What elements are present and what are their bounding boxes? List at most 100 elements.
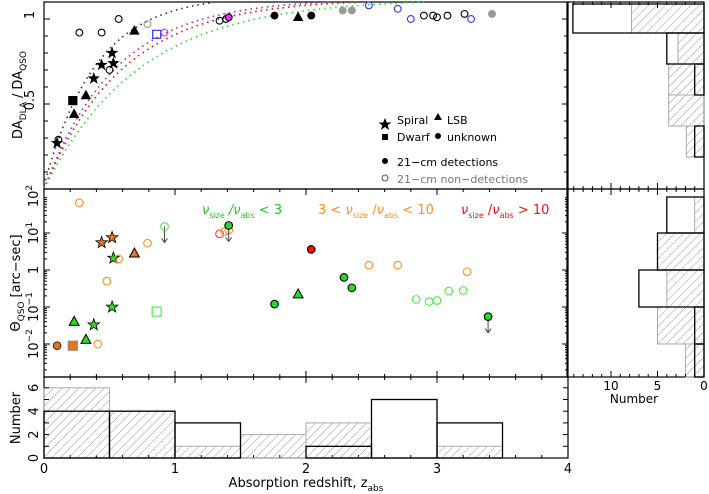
star-marker (87, 71, 101, 84)
middle-y-ticks (44, 197, 568, 371)
x-tick-label: 0 (40, 462, 48, 477)
triangle-marker (80, 89, 92, 100)
hatched-bar (174, 445, 241, 459)
bottom-panel (43, 376, 569, 459)
curve-green (43, 1, 424, 190)
middle-y-tick-label: 10−2 (25, 329, 42, 359)
legend-dwarf: Dwarf (397, 131, 431, 144)
star-marker (95, 58, 108, 71)
circle-marker (215, 16, 224, 25)
circle-marker (97, 28, 106, 37)
svg-text:DADLA/DAQSO: DADLA/DAQSO (11, 51, 29, 139)
middle-y-axis-label: ΘQSO[arc−sec] (9, 234, 27, 331)
circle-marker (75, 28, 84, 37)
hatched-bar (43, 387, 110, 459)
x-tick-label: 3 (433, 462, 441, 477)
circle-marker (74, 198, 84, 208)
open-bar (694, 343, 705, 378)
middle-y-tick-label: 1 (27, 266, 42, 274)
triangle-marker (80, 333, 92, 344)
legend-star-icon (378, 118, 392, 130)
circle-marker (393, 4, 402, 13)
hatched-bar (436, 445, 503, 459)
hatched-bar (694, 196, 705, 234)
circle-marker (347, 283, 357, 293)
triangle-marker (292, 287, 304, 299)
circle-marker (215, 229, 224, 239)
circle-marker (114, 15, 123, 23)
svg-text:3 < νsize /νabs < 10: 3 < νsize /νabs < 10 (318, 203, 434, 220)
right-top-histogram (566, 1, 705, 190)
square-marker (151, 306, 162, 317)
arrow-head-icon (225, 237, 233, 243)
circle-marker (306, 245, 316, 254)
circle-marker (93, 339, 103, 349)
x-tick-label: 2 (302, 462, 310, 477)
circle-marker (458, 286, 468, 295)
circle-marker (432, 296, 442, 305)
circle-marker (411, 295, 421, 304)
right-x-tick-labels: 10 5 0 (603, 379, 707, 393)
right-x-axis-label: Number (610, 392, 658, 406)
middle-y-tick-label: 10−1 (25, 292, 42, 322)
open-bar (694, 125, 705, 158)
circle-marker (160, 28, 169, 37)
hatched-bar (666, 269, 705, 308)
circle-marker (143, 238, 152, 248)
bottom-y-tick-label: 2 (27, 430, 42, 438)
middle-y-tick-label: 101 (25, 222, 42, 244)
open-bar (638, 269, 705, 308)
curve-black (43, 1, 215, 186)
arrow-head-icon (484, 328, 492, 334)
open-bar (694, 63, 705, 96)
svg-text:νsize /νabs < 3: νsize /νabs < 3 (202, 203, 282, 220)
legend-lsb: LSB (447, 114, 468, 127)
legend-nondetections: 21−cm non−detections (397, 173, 528, 186)
top-model-curves (43, 1, 424, 190)
top-y-axis-label: DADLA/DAQSO (11, 51, 29, 139)
star-marker (105, 230, 120, 244)
circle-marker (347, 6, 356, 15)
top-y-ticks (44, 18, 568, 173)
bottom-y-tick-labels: 0 2 4 6 (27, 384, 42, 462)
circle-marker (105, 66, 114, 74)
square-marker (152, 29, 162, 39)
x-tick-label: 4 (564, 462, 572, 477)
square-marker (67, 340, 78, 351)
legend-spiral: Spiral (397, 114, 428, 127)
circle-marker (467, 15, 476, 23)
circle-marker (424, 297, 434, 306)
middle-data-points (52, 198, 493, 351)
circle-marker (460, 9, 469, 18)
arrow-head-icon (161, 238, 168, 244)
middle-y-tick-label: 102 (25, 185, 42, 207)
circle-marker (429, 11, 438, 20)
hatched-bar (677, 32, 705, 65)
legend-circle-icon (435, 133, 441, 139)
hatched-bar (305, 422, 372, 459)
open-bar (436, 422, 504, 459)
triangle-marker (292, 11, 304, 21)
x-tick-label: 1 (171, 462, 179, 477)
bottom-y-tick-label: 6 (27, 384, 42, 392)
right-middle-histogram (566, 2, 705, 378)
legend-unknown: unknown (447, 131, 497, 144)
bottom-histogram-bars (43, 387, 504, 459)
annotation-gt10: νsize /νabs > 10 (461, 203, 549, 220)
circle-marker (444, 286, 454, 296)
open-bar (174, 422, 242, 459)
circle-marker (338, 6, 347, 15)
legend-nondetection-icon (381, 174, 389, 182)
hatched-bar (109, 410, 176, 459)
circle-marker (364, 260, 374, 270)
triangle-marker (129, 25, 140, 35)
triangle-marker (128, 247, 141, 258)
circle-marker (224, 221, 234, 230)
circle-marker (433, 13, 441, 22)
circle-marker (270, 299, 279, 309)
legend: Spiral LSB Dwarf unknown 21−cm detection… (378, 113, 528, 186)
open-bar (370, 398, 438, 459)
circle-marker (160, 222, 169, 231)
bottom-ticks (44, 387, 568, 447)
top-tick-label-1: 1 (23, 11, 38, 19)
